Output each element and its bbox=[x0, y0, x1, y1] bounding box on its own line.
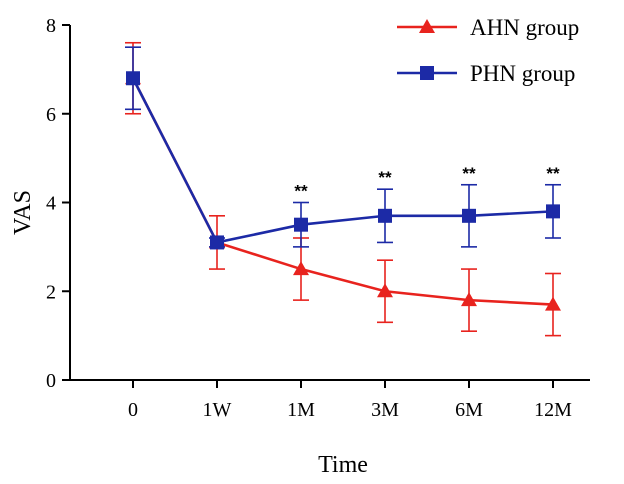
data-point-marker bbox=[378, 208, 392, 223]
x-tick-label: 0 bbox=[128, 399, 138, 421]
y-tick-label: 2 bbox=[46, 281, 56, 303]
y-tick-label: 0 bbox=[46, 370, 56, 392]
x-tick-label: 3M bbox=[371, 399, 399, 421]
legend-item-ahn: AHN group bbox=[397, 15, 579, 40]
y-tick-label: 8 bbox=[46, 15, 56, 37]
data-point-marker bbox=[210, 235, 224, 250]
significance-marker: ** bbox=[294, 182, 308, 201]
data-point-marker bbox=[377, 283, 393, 298]
x-tick-label: 1M bbox=[287, 399, 315, 421]
x-tick-label: 6M bbox=[455, 399, 483, 421]
legend-marker bbox=[420, 66, 434, 80]
series-line bbox=[131, 77, 554, 244]
legend: AHN group PHN group bbox=[397, 15, 579, 86]
legend-label: PHN group bbox=[470, 61, 575, 86]
legend-label: AHN group bbox=[470, 15, 579, 40]
data-point-marker bbox=[293, 261, 309, 276]
data-point-marker bbox=[462, 208, 476, 223]
data-point-marker bbox=[126, 71, 140, 86]
x-tick-label: 12M bbox=[534, 399, 572, 421]
y-tick-label: 6 bbox=[46, 104, 56, 126]
legend-item-phn: PHN group bbox=[397, 61, 575, 86]
legend-marker bbox=[419, 19, 435, 33]
data-point-marker bbox=[546, 204, 560, 219]
x-axis-title: Time bbox=[318, 452, 368, 478]
data-point-marker bbox=[461, 292, 477, 307]
y-tick-label: 4 bbox=[46, 193, 56, 215]
significance-marker: ** bbox=[378, 168, 392, 187]
x-tick-label: 1W bbox=[203, 399, 232, 421]
series-line bbox=[131, 77, 554, 306]
series-phn bbox=[125, 46, 561, 250]
significance-marker: ** bbox=[462, 164, 476, 183]
significance-marker: ** bbox=[546, 164, 560, 183]
y-axis-title: VAS bbox=[10, 190, 36, 235]
data-point-marker bbox=[294, 217, 308, 232]
data-point-marker bbox=[545, 296, 561, 311]
